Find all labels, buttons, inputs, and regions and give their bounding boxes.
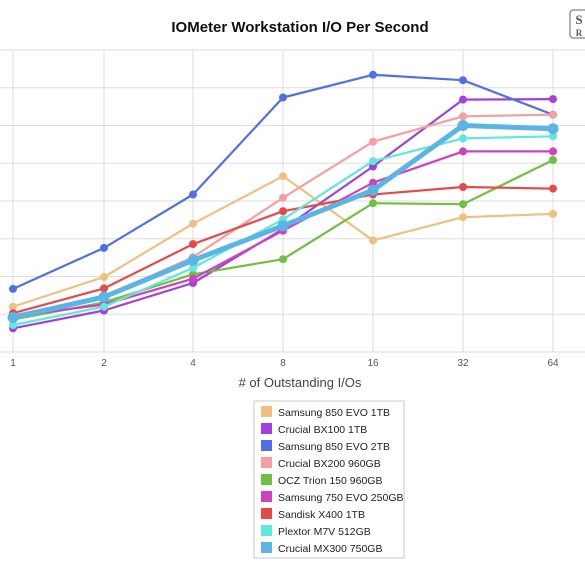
data-point [459, 200, 467, 209]
data-point [9, 302, 17, 311]
legend-swatch [261, 440, 272, 451]
x-tick-label: 1 [10, 358, 16, 369]
legend-swatch [261, 508, 272, 519]
legend-label: Crucial BX100 1TB [278, 424, 367, 436]
data-point [187, 254, 199, 266]
data-point [279, 172, 287, 181]
data-point [279, 207, 287, 216]
legend-label: Samsung 850 EVO 1TB [278, 407, 390, 419]
data-point [189, 219, 197, 228]
series-crucial-mx300-750gb [7, 120, 559, 323]
x-tick-label: 32 [457, 358, 469, 369]
data-point [369, 236, 377, 245]
legend-label: Plextor M7V 512GB [278, 526, 371, 538]
data-point [9, 284, 17, 293]
data-point [459, 112, 467, 121]
data-point [279, 255, 287, 264]
legend-label: Samsung 850 EVO 2TB [278, 441, 390, 453]
data-point [549, 110, 557, 119]
series-lines [7, 70, 559, 333]
x-tick-labels: 1 2 4 8 16 32 64 [10, 358, 559, 369]
data-point [369, 178, 377, 187]
data-point [189, 263, 197, 272]
legend-label: OCZ Trion 150 960GB [278, 475, 382, 487]
legend-swatch [261, 406, 272, 417]
legend-swatch [261, 474, 272, 485]
data-point [367, 184, 379, 196]
data-point [100, 243, 108, 252]
data-point [459, 76, 467, 85]
x-tick-label: 8 [280, 358, 286, 369]
data-point [549, 132, 557, 141]
chart-title: IOMeter Workstation I/O Per Second [171, 19, 428, 36]
watermark-logo: S R [569, 9, 585, 39]
data-point [9, 321, 17, 329]
data-point [369, 137, 377, 146]
data-point [189, 274, 197, 283]
data-point [549, 184, 557, 193]
data-point [189, 240, 197, 249]
legend-swatch [261, 542, 272, 553]
data-point [369, 70, 377, 79]
data-point [369, 157, 377, 166]
legend-swatch [261, 525, 272, 536]
x-tick-label: 2 [101, 358, 107, 369]
legend-label: Samsung 750 EVO 250GB [278, 492, 404, 504]
x-tick-label: 4 [190, 358, 196, 369]
data-point [100, 302, 108, 311]
data-point [459, 147, 467, 156]
legend: Samsung 850 EVO 1TB Crucial BX100 1TB Sams… [253, 400, 405, 559]
legend-label: Crucial MX300 750GB [278, 543, 382, 555]
data-point [459, 213, 467, 222]
data-point [457, 120, 469, 131]
series-plextor-m7v-512gb [9, 132, 557, 329]
x-tick-label: 16 [367, 358, 379, 369]
data-point [279, 193, 287, 202]
svg-text:R: R [576, 28, 583, 38]
data-point [189, 190, 197, 199]
data-point [459, 95, 467, 104]
data-point [549, 95, 557, 104]
legend-label: Crucial BX200 960GB [278, 458, 381, 470]
legend-swatch [261, 423, 272, 434]
legend-label: Sandisk X400 1TB [278, 509, 365, 521]
series-samsung-850-evo-1tb [9, 172, 557, 311]
data-point [7, 312, 19, 323]
data-point [100, 273, 108, 281]
legend-box [253, 400, 405, 559]
data-point [549, 209, 557, 218]
data-point [549, 147, 557, 156]
data-point [459, 183, 467, 191]
data-point [100, 284, 108, 293]
x-axis-title: # of Outstanding I/Os [239, 375, 362, 390]
data-point [459, 134, 467, 143]
x-tick-label: 64 [547, 358, 559, 369]
legend-swatch [261, 491, 272, 502]
data-point [279, 93, 287, 102]
legend-swatch [261, 457, 272, 468]
data-point [547, 123, 559, 135]
data-point [277, 220, 289, 232]
data-point [369, 199, 377, 208]
data-point [549, 156, 557, 164]
svg-text:S: S [575, 12, 582, 27]
data-point [98, 291, 110, 303]
